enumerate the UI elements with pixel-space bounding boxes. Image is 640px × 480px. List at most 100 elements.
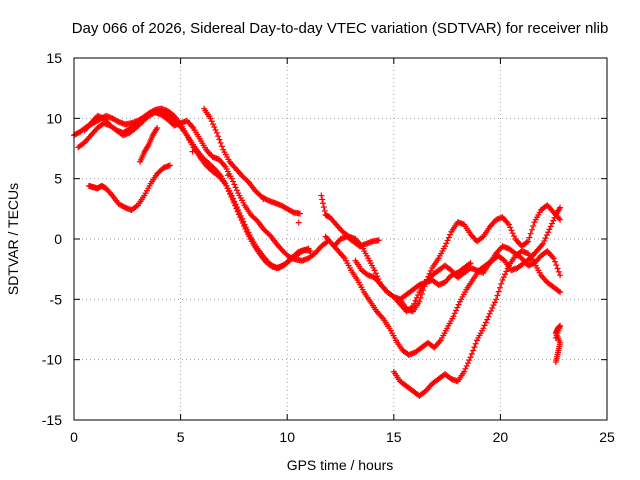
- data-point: [218, 143, 225, 150]
- data-point: [217, 139, 224, 146]
- data-point: [502, 271, 509, 278]
- x-tick-label: 25: [599, 429, 615, 445]
- series-track-3: [81, 109, 331, 264]
- data-point: [464, 360, 471, 367]
- data-point: [505, 221, 512, 228]
- series-track-11: [552, 322, 564, 366]
- data-point: [451, 310, 458, 317]
- data-point: [485, 313, 492, 320]
- data-point: [295, 219, 302, 226]
- data-point: [244, 226, 251, 233]
- y-tick-label: 5: [54, 171, 62, 187]
- data-point: [508, 227, 515, 234]
- data-point: [486, 310, 493, 317]
- data-point: [530, 222, 537, 229]
- data-point: [454, 304, 461, 311]
- data-point: [318, 192, 325, 199]
- series-track-8: [390, 248, 564, 399]
- data-point: [231, 198, 238, 205]
- data-point: [509, 230, 516, 237]
- data-point: [239, 215, 246, 222]
- data-point: [216, 136, 223, 143]
- data-point: [482, 319, 489, 326]
- data-point: [480, 325, 487, 332]
- data-point: [526, 234, 533, 241]
- x-tick-label: 0: [70, 429, 78, 445]
- data-point: [230, 178, 237, 185]
- y-axis-label: SDTVAR / TECUs: [5, 183, 21, 295]
- x-tick-label: 10: [279, 429, 295, 445]
- data-point: [241, 221, 248, 228]
- data-point: [500, 274, 507, 281]
- data-point: [372, 270, 379, 277]
- data-point: [490, 302, 497, 309]
- data-point: [527, 230, 534, 237]
- data-point: [463, 362, 470, 369]
- data-point: [240, 218, 247, 225]
- data-point: [543, 232, 550, 239]
- data-point: [418, 291, 425, 298]
- data-point: [525, 238, 532, 245]
- data-point: [555, 268, 562, 275]
- data-point: [207, 115, 214, 122]
- data-marks: [71, 105, 564, 399]
- series-track-7: [322, 204, 564, 358]
- data-point: [504, 265, 511, 272]
- data-point: [503, 268, 510, 275]
- data-point: [450, 313, 457, 320]
- data-point: [375, 237, 382, 244]
- data-point: [233, 187, 240, 194]
- data-point: [495, 288, 502, 295]
- series-track-5: [85, 162, 173, 214]
- data-point: [427, 267, 434, 274]
- data-point: [420, 287, 427, 294]
- data-point: [417, 294, 424, 301]
- data-point: [555, 288, 562, 295]
- data-point: [499, 277, 506, 284]
- series-track-12: [137, 124, 382, 250]
- data-point: [371, 267, 378, 274]
- data-point: [426, 270, 433, 277]
- data-point: [296, 210, 303, 217]
- data-point: [545, 229, 552, 236]
- data-point: [489, 305, 496, 312]
- data-point: [481, 322, 488, 329]
- data-point: [466, 261, 473, 268]
- data-point: [321, 208, 328, 215]
- data-point: [471, 344, 478, 351]
- chart-title: Day 066 of 2026, Sidereal Day-to-day VTE…: [72, 20, 609, 37]
- data-point: [237, 212, 244, 219]
- data-point: [443, 240, 450, 247]
- data-point: [557, 216, 564, 223]
- data-point: [445, 234, 452, 241]
- data-point: [320, 204, 327, 211]
- data-point: [416, 298, 423, 305]
- data-point: [467, 354, 474, 361]
- data-point: [210, 121, 217, 128]
- x-tick-label: 15: [386, 429, 402, 445]
- data-point: [211, 124, 218, 131]
- y-tick-label: -10: [42, 352, 62, 368]
- data-point: [319, 196, 326, 203]
- x-tick-label: 5: [177, 429, 185, 445]
- y-tick-label: 10: [46, 110, 62, 126]
- data-point: [154, 124, 161, 131]
- data-point: [541, 237, 548, 244]
- data-point: [472, 340, 479, 347]
- data-point: [551, 258, 558, 265]
- data-point: [208, 118, 215, 125]
- y-tick-label: -15: [42, 412, 62, 428]
- data-point: [189, 148, 196, 155]
- data-point: [523, 239, 530, 246]
- data-point: [233, 204, 240, 211]
- data-point: [528, 226, 535, 233]
- data-point: [546, 226, 553, 233]
- data-point: [447, 231, 454, 238]
- data-point: [470, 347, 477, 354]
- data-point: [542, 235, 549, 242]
- y-tick-label: -5: [50, 291, 63, 307]
- data-point: [496, 284, 503, 291]
- data-point: [166, 162, 173, 169]
- data-point: [236, 209, 243, 216]
- x-axis-label: GPS time / hours: [287, 457, 394, 473]
